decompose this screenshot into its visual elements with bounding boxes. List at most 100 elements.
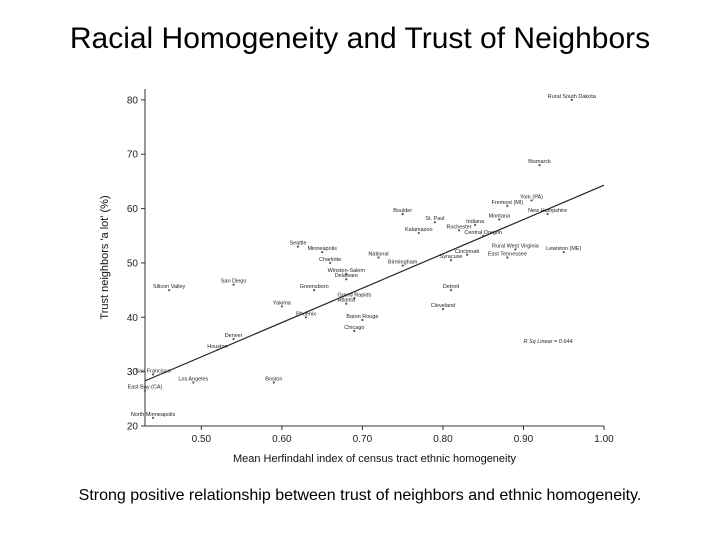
point-label: Phoenix (296, 311, 316, 317)
data-point (441, 308, 445, 311)
data-point (329, 261, 332, 265)
point-label: Boulder (393, 208, 412, 214)
point-label: Baton Rouge (346, 314, 378, 320)
point-label: Minneapolis (307, 246, 337, 252)
data-point (216, 348, 219, 352)
axes (144, 89, 604, 427)
data-point (498, 218, 501, 221)
point-label: Atlanta (338, 298, 356, 304)
data-point (546, 212, 549, 216)
data-point (538, 163, 541, 167)
data-point (296, 245, 300, 248)
point-label: San Francisco (135, 368, 170, 374)
point-label: Yakima (273, 300, 292, 306)
point-label: Kalamazoo (405, 227, 433, 233)
data-point (377, 256, 380, 259)
point-label: National (368, 252, 388, 258)
point-label: Rural West Virginia (492, 243, 540, 249)
plot-background (140, 82, 625, 432)
y-tick-label: 70 (127, 150, 139, 161)
point-label: Seattle (289, 241, 306, 247)
y-tick-label: 50 (127, 258, 139, 269)
data-point (232, 337, 235, 341)
data-point (570, 98, 573, 101)
point-label: East Tennessee (488, 252, 527, 258)
data-point (353, 297, 356, 300)
data-point (168, 289, 171, 292)
x-tick-label: 0.60 (272, 434, 292, 445)
point-label: Denver (225, 333, 243, 339)
slide-caption: Strong positive relationship between tru… (78, 487, 642, 504)
data-point (466, 253, 469, 256)
data-point (313, 289, 316, 292)
data-point (304, 316, 308, 319)
data-point (232, 283, 235, 286)
points-group (143, 98, 573, 419)
tick-group: 0.50 0.60 0.70 0.80 0.90 1.00 20 30 40 50 60 70 80 (127, 95, 614, 445)
data-point (506, 204, 509, 207)
point-label: Central Oregon (464, 230, 502, 236)
y-tick-label: 30 (127, 367, 139, 378)
point-label: Silicon Valley (153, 284, 186, 290)
data-point (401, 212, 404, 216)
data-point (280, 305, 283, 308)
point-label: Rochester (447, 224, 472, 230)
x-tick-label: 0.50 (192, 434, 212, 445)
data-point (474, 223, 477, 226)
point-label: Winston-Salem (328, 268, 366, 274)
point-label: San Diego (221, 279, 247, 285)
y-tick-label: 40 (127, 313, 139, 324)
data-point (151, 373, 155, 376)
y-tick-label: 80 (127, 95, 139, 106)
data-point (192, 381, 195, 384)
point-label: Syracuse (440, 254, 463, 260)
point-label: East Bay (CA) (128, 385, 163, 391)
y-tick-label: 20 (127, 422, 139, 433)
point-label: Indiana (466, 219, 485, 225)
data-point (457, 229, 461, 232)
data-point (401, 264, 404, 267)
fit-line-group (144, 184, 605, 382)
data-point (345, 272, 348, 275)
r-squared-annotation: R Sq Linear = 0.644 (523, 339, 572, 345)
point-label: Bismarck (528, 159, 551, 165)
point-label: Montana (489, 213, 511, 219)
x-tick-label: 0.70 (353, 434, 373, 445)
data-point (514, 248, 517, 251)
point-label: New Hampshire (528, 208, 567, 214)
data-point (345, 278, 348, 281)
regression-line (144, 184, 605, 382)
point-labels-group: Rural South Dakota Bismarck York (PA)Fremo… (128, 94, 597, 418)
data-point (272, 381, 275, 384)
data-point (151, 416, 155, 419)
data-point (143, 389, 147, 392)
point-label: Lewiston (ME) (546, 246, 581, 252)
data-point (530, 199, 533, 202)
x-axis-label: Mean Herfindahl index of census tract et… (233, 453, 517, 465)
point-label: Delaware (335, 273, 358, 279)
point-label: Greensboro (300, 284, 329, 290)
data-point (562, 250, 565, 254)
y-tick-label: 60 (127, 204, 139, 215)
point-label: Cincinnati (455, 249, 479, 255)
point-label: Houston (207, 344, 228, 350)
point-label: Cleveland (431, 303, 455, 309)
y-axis-label: Trust neighbors 'a lot' (%) (99, 195, 111, 319)
point-label: Fremont (MI) (491, 200, 523, 206)
data-point (361, 318, 364, 322)
x-tick-label: 0.90 (514, 434, 534, 445)
slide-title: Racial Homogeneity and Trust of Neighbor… (69, 22, 651, 55)
x-tick-label: 1.00 (594, 434, 614, 445)
point-label: North Minneapolis (131, 412, 176, 418)
data-point (482, 234, 485, 237)
point-label: Boston (265, 377, 282, 383)
data-point (345, 302, 348, 305)
point-label: Charlotte (319, 257, 341, 263)
point-label: Chicago (344, 325, 364, 331)
data-point (321, 250, 324, 254)
point-label: Detroit (443, 284, 460, 290)
x-tick-label: 0.80 (433, 434, 453, 445)
point-label: Birmingham (388, 260, 418, 266)
data-point (433, 221, 436, 224)
data-point (449, 289, 453, 292)
